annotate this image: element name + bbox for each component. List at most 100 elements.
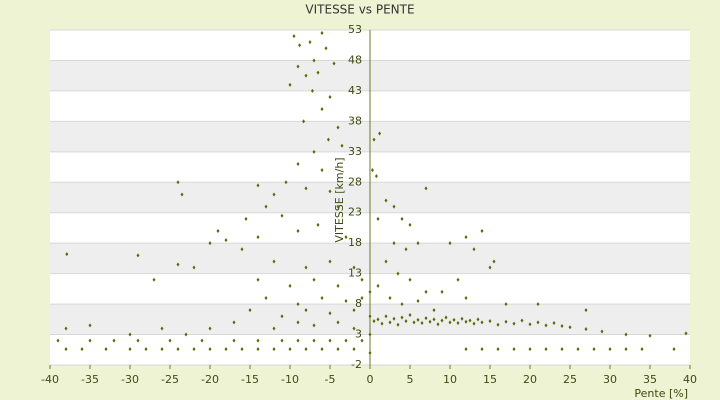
point <box>416 241 420 246</box>
point <box>312 277 316 282</box>
x-tick-label: -30 <box>121 373 139 386</box>
x-tick-label: 15 <box>483 373 497 386</box>
point <box>352 265 356 270</box>
point <box>304 73 308 78</box>
x-tick-label: 10 <box>443 373 457 386</box>
point <box>296 302 300 307</box>
y-tick-label: 18 <box>348 236 362 249</box>
point <box>64 347 68 352</box>
point <box>320 296 324 300</box>
point <box>400 216 404 221</box>
point <box>244 216 248 221</box>
point <box>192 265 196 270</box>
point <box>320 107 324 112</box>
point <box>256 235 260 240</box>
x-tick-label: -25 <box>161 373 179 386</box>
point <box>368 350 372 355</box>
point <box>352 308 356 313</box>
point <box>408 313 412 318</box>
point <box>372 319 376 324</box>
point <box>208 347 212 352</box>
point <box>528 322 532 327</box>
point <box>384 198 388 203</box>
point <box>376 283 380 288</box>
point <box>296 64 300 69</box>
point <box>424 316 428 321</box>
y-tick-label: -2 <box>351 358 362 371</box>
x-tick-label: 30 <box>603 373 617 386</box>
point <box>432 308 436 313</box>
point <box>232 320 236 325</box>
point <box>512 321 516 326</box>
point <box>352 347 356 352</box>
point <box>544 347 548 352</box>
point <box>528 347 532 352</box>
point <box>400 315 404 320</box>
point <box>304 308 308 313</box>
point <box>448 241 452 246</box>
point <box>256 338 260 343</box>
y-tick-label: 38 <box>348 114 362 127</box>
point <box>160 326 164 331</box>
chart-title: VITESSE vs PENTE <box>305 3 414 17</box>
point <box>292 34 296 39</box>
point <box>272 259 276 264</box>
point <box>368 314 372 319</box>
point <box>476 317 480 322</box>
point <box>128 347 132 352</box>
x-tick-label: -35 <box>81 373 99 386</box>
point <box>208 326 212 331</box>
point <box>378 131 382 136</box>
point <box>320 347 324 352</box>
point <box>640 347 644 352</box>
point <box>504 302 508 307</box>
point <box>412 320 416 325</box>
x-tick-label: 35 <box>643 373 657 386</box>
point <box>184 332 188 337</box>
point <box>432 317 436 322</box>
y-tick-label: 3 <box>355 328 362 341</box>
point <box>208 241 212 246</box>
point <box>536 320 540 325</box>
point <box>296 320 300 325</box>
point <box>448 320 452 325</box>
point <box>256 347 260 352</box>
point <box>248 308 252 313</box>
y-tick-label: 28 <box>348 175 362 188</box>
point <box>302 119 306 124</box>
y-tick-label: 23 <box>348 206 362 219</box>
point <box>316 222 320 227</box>
y-axis-title: VITESSE [km/h] <box>333 157 346 242</box>
point <box>388 296 392 300</box>
y-tick-label: 53 <box>348 23 362 36</box>
y-tick-label: 43 <box>348 84 362 97</box>
point <box>312 149 316 154</box>
point <box>340 143 344 148</box>
point <box>480 347 484 352</box>
x-axis-title: Pente [%] <box>634 387 688 400</box>
point <box>360 296 364 300</box>
point <box>296 162 300 166</box>
point <box>336 347 340 352</box>
point <box>496 322 500 327</box>
point <box>336 283 340 288</box>
point <box>136 253 140 258</box>
point <box>88 323 92 328</box>
point <box>380 321 384 326</box>
point <box>320 168 324 173</box>
point <box>272 326 276 331</box>
point <box>288 347 292 352</box>
point <box>360 277 364 282</box>
point <box>592 347 596 352</box>
point <box>428 319 432 324</box>
point <box>80 347 84 352</box>
point <box>456 277 460 282</box>
x-tick-label: 0 <box>367 373 374 386</box>
point <box>392 241 396 246</box>
x-tick-label: -40 <box>41 373 59 386</box>
point <box>444 315 448 320</box>
point <box>332 61 336 66</box>
x-tick-label: 40 <box>683 373 697 386</box>
point <box>488 319 492 324</box>
point <box>112 338 116 343</box>
